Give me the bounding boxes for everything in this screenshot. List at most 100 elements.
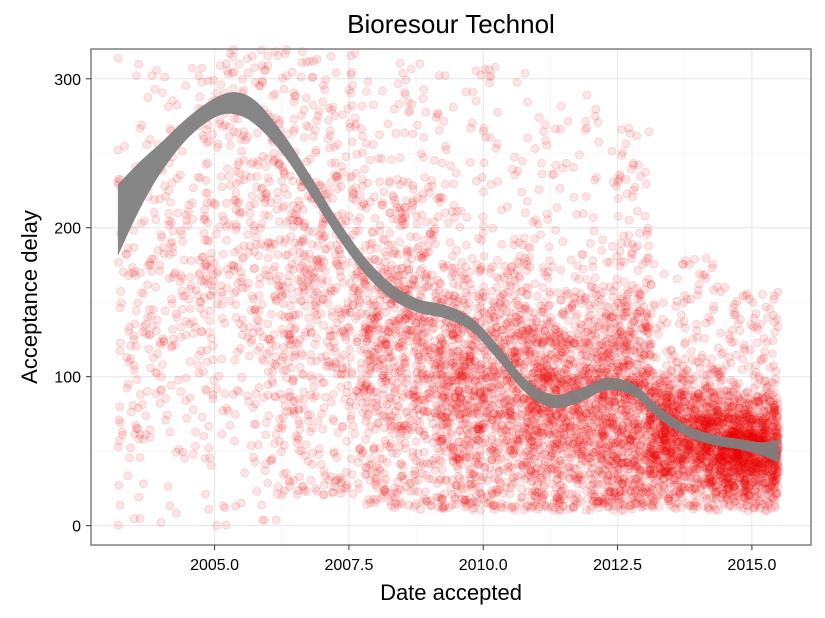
data-point [641, 179, 651, 189]
data-point [175, 170, 185, 180]
data-point [269, 330, 279, 340]
data-point [316, 352, 326, 362]
data-point [561, 365, 571, 375]
data-point [234, 207, 244, 217]
data-point [243, 68, 253, 78]
data-point [160, 306, 170, 316]
data-point [586, 468, 596, 478]
data-point [378, 86, 387, 96]
data-point [260, 194, 270, 204]
data-point [454, 385, 463, 395]
data-point [247, 51, 257, 61]
data-point [143, 312, 152, 322]
data-point [568, 162, 578, 172]
data-point [447, 271, 457, 281]
data-point [455, 222, 465, 232]
data-point [184, 207, 193, 217]
data-point [116, 287, 126, 296]
data-point [144, 344, 154, 354]
data-point [361, 381, 371, 391]
data-point [565, 462, 575, 472]
data-point [258, 77, 268, 87]
data-point [165, 124, 175, 134]
data-point [147, 254, 157, 264]
data-point [139, 288, 149, 298]
data-point [181, 210, 191, 220]
data-point [145, 304, 155, 314]
data-point [385, 208, 395, 218]
data-point [196, 276, 206, 286]
data-point [166, 197, 176, 207]
data-point [507, 262, 516, 272]
data-point [479, 251, 489, 261]
data-point [199, 367, 208, 376]
data-point [238, 254, 248, 263]
data-point [163, 102, 173, 112]
data-point [440, 501, 450, 511]
data-point [196, 346, 206, 356]
data-point [520, 69, 530, 78]
data-point [233, 262, 243, 272]
data-point [299, 369, 309, 379]
data-point [276, 280, 286, 290]
data-point [280, 486, 289, 496]
data-point [234, 59, 244, 69]
data-point [271, 296, 281, 306]
data-point [142, 386, 152, 396]
data-point [175, 277, 185, 287]
data-point [149, 207, 159, 217]
data-point [231, 188, 241, 198]
data-point [263, 390, 273, 400]
data-point [299, 105, 309, 115]
data-point [574, 436, 584, 446]
data-point [198, 252, 208, 262]
data-point [232, 385, 242, 395]
data-point [188, 329, 198, 339]
data-point [257, 299, 267, 309]
data-point [145, 260, 155, 270]
data-point [380, 376, 390, 386]
data-point [339, 260, 349, 270]
data-point [221, 520, 231, 530]
data-point [251, 77, 260, 87]
data-point [431, 112, 441, 122]
data-point [232, 222, 241, 232]
data-point [644, 127, 654, 137]
data-point [200, 204, 210, 214]
data-point [229, 195, 239, 205]
data-point [507, 503, 517, 513]
data-point [134, 492, 144, 502]
data-point [374, 153, 383, 163]
data-point [355, 190, 365, 200]
data-point [239, 127, 249, 137]
data-point [155, 337, 165, 347]
data-point [242, 391, 252, 401]
data-point [581, 448, 590, 458]
data-point [184, 294, 194, 304]
data-point [388, 273, 398, 283]
data-point [282, 45, 292, 55]
data-point [410, 271, 420, 281]
data-point [408, 129, 418, 139]
data-point [551, 225, 561, 235]
data-point [556, 335, 566, 345]
data-point [238, 252, 248, 262]
data-point [313, 416, 323, 426]
data-point [124, 357, 134, 367]
data-point [318, 490, 328, 500]
data-point [244, 248, 254, 257]
data-point [234, 198, 244, 207]
data-point [522, 460, 532, 470]
data-point [427, 501, 436, 510]
data-point [149, 353, 158, 363]
data-point [177, 273, 187, 283]
data-point [204, 421, 214, 431]
data-point [155, 266, 165, 276]
data-point [204, 504, 214, 514]
data-point [225, 296, 235, 306]
data-point [397, 263, 407, 273]
data-point [167, 342, 177, 352]
data-point [573, 472, 583, 482]
data-point [257, 354, 267, 364]
data-point [231, 205, 241, 215]
